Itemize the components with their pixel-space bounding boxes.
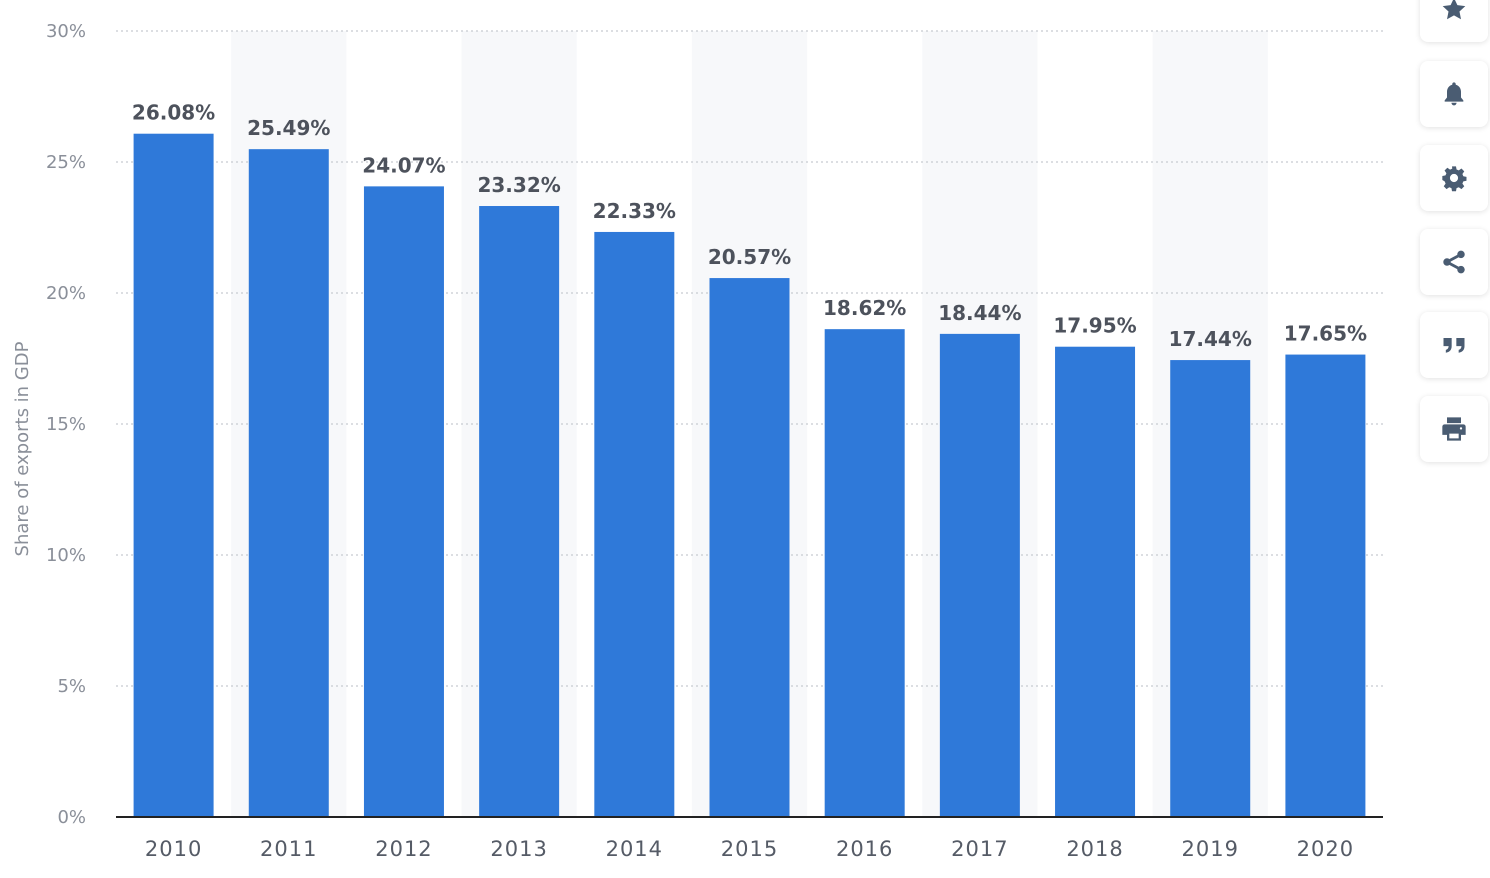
bar-2010 — [133, 133, 214, 818]
x-tick-label: 2017 — [951, 837, 1008, 861]
y-tick-label: 15% — [46, 414, 86, 435]
bar-2016 — [824, 329, 905, 817]
bar-2012 — [363, 186, 444, 818]
bar-2017 — [939, 333, 1020, 817]
data-label-2016: 18.62% — [823, 296, 906, 320]
bars — [133, 133, 1366, 818]
data-label-2014: 22.33% — [593, 199, 676, 223]
x-axis-ticks: 2010 2011 2012 2013 2014 2015 2016 2017 2018 2019… — [145, 837, 1354, 861]
data-label-2012: 24.07% — [362, 153, 445, 177]
y-tick-label: 30% — [46, 21, 86, 42]
x-tick-label: 2018 — [1066, 837, 1123, 861]
data-label-2013: 23.32% — [477, 173, 560, 197]
data-label-2020: 17.65% — [1284, 322, 1367, 346]
y-axis-ticks: 0% 5% 10% 15% 20% 25% 30% — [46, 21, 86, 828]
bar-2019 — [1170, 360, 1251, 817]
y-tick-label: 0% — [57, 807, 86, 828]
bar-chart: 0% 5% 10% 15% 20% 25% 30% 26.08% 25.49% 24.07% 23… — [12, 21, 1383, 861]
gear-icon — [1442, 166, 1467, 192]
quote-icon — [1443, 338, 1465, 353]
x-tick-label: 2014 — [606, 837, 663, 861]
bar-2013 — [479, 206, 560, 818]
y-tick-label: 20% — [46, 283, 86, 304]
star-icon — [1442, 0, 1466, 20]
favorite-button[interactable] — [1420, 0, 1488, 42]
data-label-2010: 26.08% — [132, 101, 215, 125]
y-tick-label: 25% — [46, 152, 86, 173]
data-label-2017: 18.44% — [938, 301, 1021, 325]
data-labels: 26.08% 25.49% 24.07% 23.32% 22.33% 20.57% 18.6… — [132, 101, 1367, 351]
y-axis-title: Share of exports in GDP — [12, 341, 33, 556]
data-label-2019: 17.44% — [1169, 327, 1252, 351]
y-tick-label: 10% — [46, 545, 86, 566]
x-tick-label: 2013 — [490, 837, 547, 861]
bar-2020 — [1285, 354, 1366, 817]
x-tick-label: 2015 — [721, 837, 778, 861]
x-tick-label: 2012 — [375, 837, 432, 861]
x-tick-label: 2019 — [1182, 837, 1239, 861]
cite-button[interactable] — [1420, 312, 1488, 378]
data-label-2018: 17.95% — [1053, 314, 1136, 338]
share-icon — [1443, 250, 1465, 274]
bell-icon — [1444, 82, 1464, 106]
settings-button[interactable] — [1420, 145, 1488, 211]
print-button[interactable] — [1420, 396, 1488, 462]
notification-button[interactable] — [1420, 61, 1488, 127]
print-icon — [1442, 417, 1466, 441]
x-tick-label: 2011 — [260, 837, 317, 861]
share-button[interactable] — [1420, 229, 1488, 295]
bar-2014 — [594, 231, 675, 818]
x-tick-label: 2016 — [836, 837, 893, 861]
data-label-2015: 20.57% — [708, 245, 791, 269]
x-tick-label: 2020 — [1297, 837, 1354, 861]
y-tick-label: 5% — [57, 676, 86, 697]
bar-2011 — [248, 149, 329, 818]
bar-2015 — [709, 278, 790, 817]
x-tick-label: 2010 — [145, 837, 202, 861]
data-label-2011: 25.49% — [247, 116, 330, 140]
bar-2018 — [1055, 346, 1136, 817]
